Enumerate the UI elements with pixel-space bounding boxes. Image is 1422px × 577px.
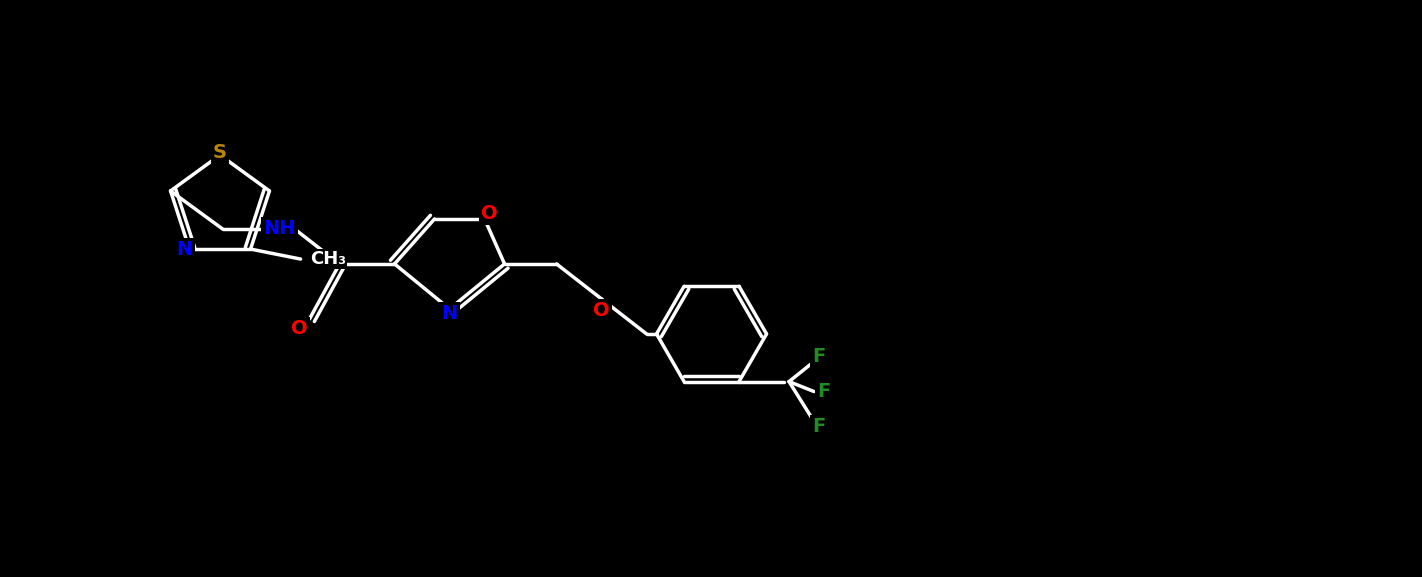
- Text: O: O: [292, 320, 307, 339]
- Text: F: F: [812, 347, 826, 366]
- Text: N: N: [441, 305, 458, 324]
- Text: F: F: [812, 417, 826, 436]
- Text: N: N: [176, 239, 192, 258]
- Text: O: O: [481, 204, 498, 223]
- Text: CH₃: CH₃: [310, 250, 347, 268]
- Text: F: F: [818, 382, 830, 401]
- Text: S: S: [213, 144, 228, 163]
- Text: NH: NH: [263, 219, 296, 238]
- Text: O: O: [593, 301, 610, 320]
